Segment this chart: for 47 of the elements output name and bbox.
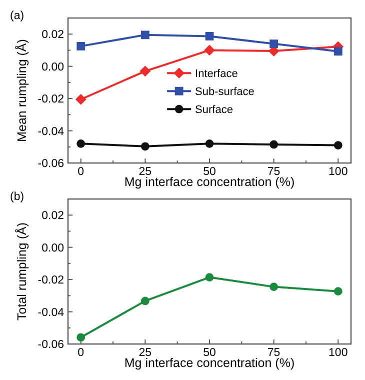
point [140, 142, 150, 151]
point [140, 66, 151, 77]
point [75, 94, 86, 105]
chart-title: (a) [10, 10, 24, 22]
x-tick-label: 50 [203, 166, 216, 178]
y-tick-label: -0.06 [38, 158, 64, 170]
point [205, 139, 214, 148]
y-tick-label: 0.00 [42, 61, 64, 74]
y-axis-title: Total rumpling (Å) [15, 222, 29, 320]
y-tick-label: 0.00 [42, 242, 64, 254]
legend-label: Surface [195, 104, 233, 116]
x-tick-label: 25 [138, 347, 152, 359]
x-tick-label: 0 [78, 166, 84, 178]
point [334, 287, 342, 296]
point [76, 42, 86, 50]
point [140, 296, 150, 306]
chart-title: (b) [10, 191, 24, 203]
x-tick-label: 100 [328, 347, 348, 359]
point [270, 140, 278, 149]
y-tick-label: 0.02 [42, 210, 64, 222]
point [270, 282, 278, 292]
point [334, 141, 342, 150]
y-tick-label: -0.04 [38, 126, 65, 138]
x-tick-label: 25 [138, 166, 152, 178]
y-tick-label: 0.02 [42, 29, 64, 42]
legend-label: Interface [195, 68, 238, 80]
point [270, 40, 278, 48]
point [76, 139, 86, 148]
legend-label: Sub-surface [195, 86, 254, 98]
point [205, 273, 214, 282]
y-tick-label: -0.04 [38, 306, 65, 319]
y-tick-label: -0.02 [38, 274, 64, 287]
x-tick-label: 75 [267, 166, 280, 178]
x-tick-label: 75 [267, 347, 280, 359]
point [140, 30, 150, 40]
x-tick-label: 100 [328, 166, 348, 178]
point [334, 47, 342, 56]
x-axis-title: Mg interface concentration (%) [124, 175, 295, 189]
x-tick-label: 50 [203, 347, 216, 359]
point [76, 333, 86, 342]
y-tick-label: -0.02 [38, 94, 64, 106]
x-axis-title: Mg interface concentration (%) [124, 356, 295, 370]
point [204, 44, 215, 56]
point [205, 32, 214, 40]
y-tick-label: -0.06 [38, 339, 64, 351]
x-tick-label: 0 [78, 347, 84, 359]
y-axis-title: Mean rumpling (Å) [15, 39, 29, 142]
